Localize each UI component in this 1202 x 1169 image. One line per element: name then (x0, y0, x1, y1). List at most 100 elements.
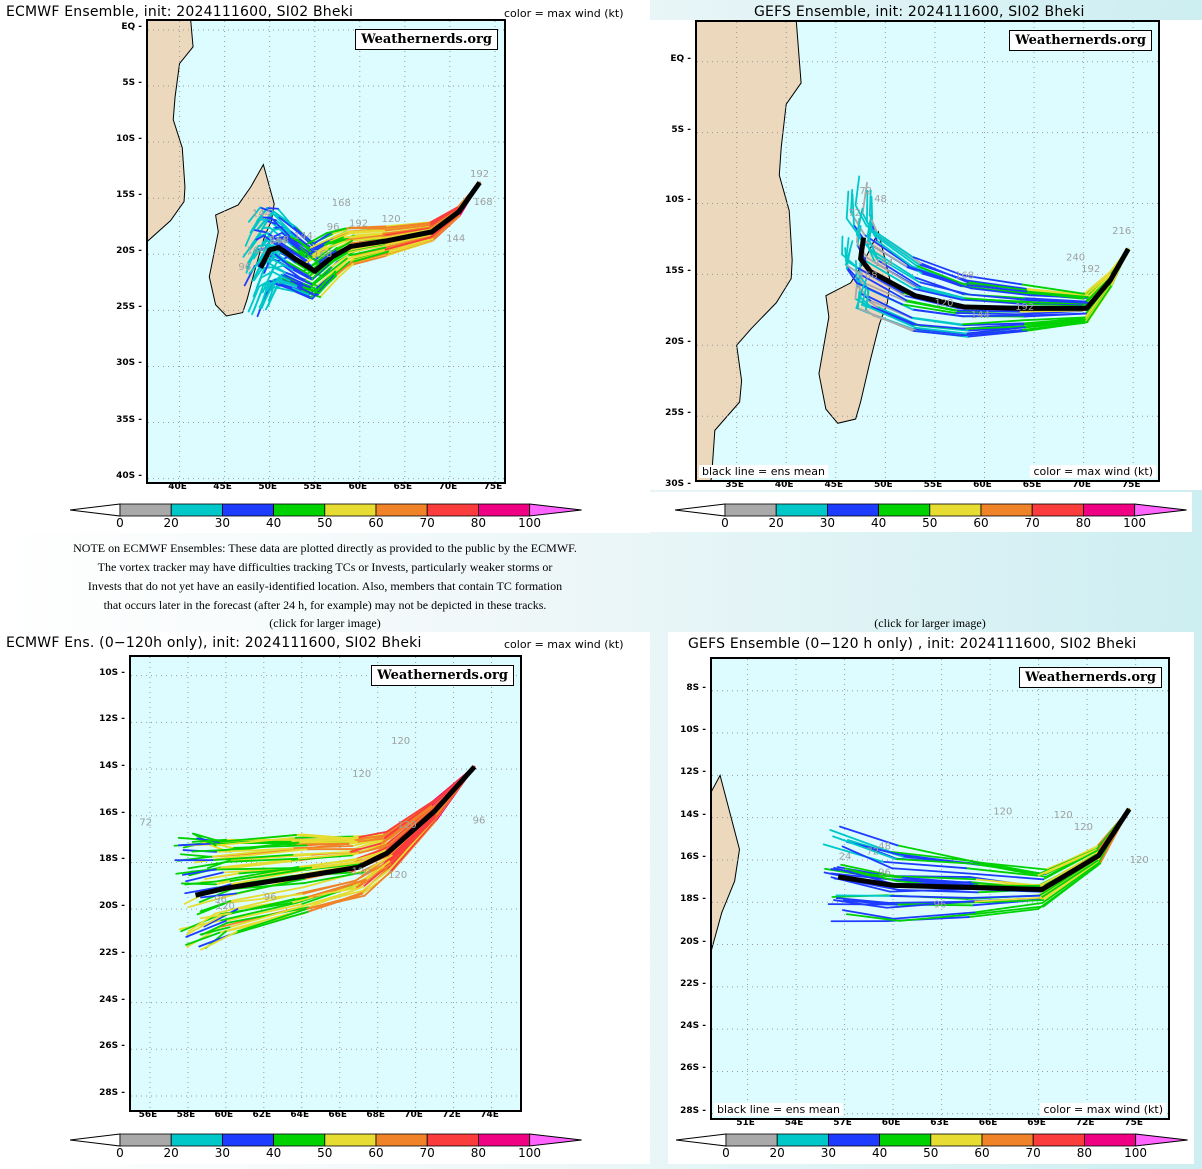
click-for-larger-link[interactable]: (click for larger image) (874, 616, 986, 630)
ensemble-member-track-segment (428, 207, 459, 226)
ensemble-member-track-segment (191, 838, 228, 843)
ecmwf-120h-panel[interactable]: ECMWF Ens. (0−120h only), init: 20241116… (0, 632, 650, 1164)
track-map[interactable]: 120 96 120 120 120 120 96 96 72 120 Weathernerds.o… (129, 655, 522, 1112)
ensemble-member-track-segment (291, 268, 313, 281)
ensemble-member-track-segment (259, 206, 272, 213)
ensemble-member-track-segment (308, 238, 329, 250)
track-map[interactable]: 168 192 144 120 168 96 192 168 168 144 144 144 168 96… (146, 19, 506, 484)
colorbar-tick-label: 0 (722, 1146, 730, 1160)
ensemble-member-track-segment (915, 326, 967, 335)
ens-mean-legend-note: black line = ens mean (714, 1103, 843, 1116)
ensemble-member-track-segment (309, 271, 330, 289)
ensemble-member-track-segment (362, 854, 393, 874)
ensemble-member-track-segment (260, 270, 274, 279)
ensemble-member-track-segment (327, 257, 348, 274)
ensemble-member-track-segment (428, 206, 459, 224)
colorbar-tick-label: 40 (265, 516, 282, 530)
colorbar-bin (119, 1133, 172, 1147)
ensemble-member-track-segment (970, 894, 1041, 899)
ensemble-member-track-segment (905, 265, 960, 284)
ensemble-member-track-segment (325, 227, 347, 235)
color-legend-note: color = max wind (kt) (1030, 465, 1156, 478)
colorbar-bin (1082, 503, 1135, 517)
ensemble-member-track-segment (305, 232, 328, 246)
colorbar-bin (375, 503, 428, 517)
ensemble-member-track-segment (302, 248, 325, 266)
weathernerds-watermark: Weathernerds.org (355, 29, 498, 50)
ensemble-member-track-segment (185, 871, 224, 883)
ensemble-member-track-segment (356, 837, 385, 843)
colorbar-tick-label: 0 (116, 1146, 124, 1160)
colorbar-bin (426, 1133, 479, 1147)
ensemble-member-track-segment (389, 814, 439, 866)
ensemble-member-track-segment (842, 899, 898, 906)
ensemble-mean-track[interactable] (258, 181, 482, 274)
colorbar-bin (170, 503, 223, 517)
lon-tick-label: 75E (1121, 480, 1141, 490)
color-legend-note: color = max wind (kt) (504, 7, 624, 20)
colorbar-under-arrow (675, 1133, 727, 1147)
ensemble-member-track-segment (177, 842, 215, 847)
ensemble-member-track-segment (298, 248, 320, 264)
click-for-larger-link[interactable]: (click for larger image) (269, 616, 381, 630)
ensemble-mean-track[interactable] (194, 765, 477, 898)
ensemble-member-track-segment (858, 278, 868, 298)
colorbar-bin (776, 1133, 829, 1147)
gefs-120h-panel[interactable]: GEFS Ensemble (0−120 h only) , init: 202… (668, 632, 1194, 1164)
forecast-hour-label: 168 (270, 235, 289, 246)
track-map[interactable]: 216 192 240 192 144 168 120 168 144 72 72 48 Weather… (695, 20, 1160, 482)
ensemble-member-track-segment (1084, 275, 1112, 303)
lon-tick-label: 70E (404, 1110, 423, 1120)
lat-tick-label: 28S - (680, 1105, 706, 1116)
ensemble-member-track-segment (282, 273, 304, 285)
ensemble-member-track-segment (972, 862, 1041, 875)
ensemble-member-track-segment (353, 834, 386, 842)
ensemble-member-track-segment (303, 871, 365, 884)
ensemble-member-track-segment (346, 244, 385, 254)
ensemble-member-track-segment (247, 245, 260, 264)
track-map[interactable]: 120 120 120 120 96 96 72 48 24 Weathernerds.org bl… (710, 657, 1170, 1120)
colorbar-tick-label: 30 (819, 516, 836, 530)
ensemble-member-track-segment (386, 228, 434, 239)
colorbar-bin (477, 503, 530, 517)
ensemble-member-track-segment (251, 228, 267, 234)
lat-tick-label: 18S - (99, 854, 125, 865)
ensemble-member-track-segment (1022, 301, 1088, 305)
forecast-hour-label: 96 (327, 222, 340, 233)
forecast-hour-label: 120 (352, 769, 371, 780)
ensemble-member-track-segment (251, 289, 263, 316)
ensemble-member-track-segment (326, 230, 348, 241)
ensemble-member-track-segment (1082, 273, 1110, 299)
ensemble-mean-track[interactable] (858, 237, 1131, 311)
ensemble-member-track-segment (214, 893, 297, 915)
forecast-hour-label: 144 (971, 310, 990, 321)
ensemble-member-track-segment (297, 859, 356, 868)
ensemble-member-track-segment (382, 801, 434, 840)
ensemble-member-track-segment (272, 282, 293, 291)
ensemble-member-track-segment (968, 293, 1028, 301)
ensemble-member-track-segment (335, 262, 355, 281)
lon-tick-label: 60E (973, 480, 992, 490)
ensemble-member-track-segment (832, 835, 897, 860)
ensemble-member-track-segment (185, 931, 221, 946)
ensemble-member-track-segment (313, 231, 333, 245)
lat-tick-label: 10S - (665, 195, 691, 206)
ensemble-member-track-segment (181, 868, 217, 876)
gefs-full-panel[interactable]: GEFS Ensemble, init: 2024111600, SI02 Bh… (650, 0, 1202, 533)
colorbar-tick-label: 80 (1076, 1146, 1093, 1160)
ensemble-member-track-segment (267, 284, 278, 307)
colorbar-tick-label: 20 (163, 516, 179, 530)
ecmwf-full-panel[interactable]: ECMWF Ensemble, init: 2024111600, SI02 B… (0, 0, 650, 533)
lon-tick-label: 45E (824, 480, 844, 490)
ensemble-member-track-segment (1020, 321, 1086, 331)
lon-tick-label: 60E (881, 1118, 901, 1128)
lat-tick-label: 28S - (99, 1087, 125, 1098)
ensemble-member-track-segment (260, 238, 273, 259)
ensemble-mean-track[interactable] (837, 807, 1132, 893)
colorbar-bin (1032, 1133, 1085, 1147)
ensemble-member-track-segment (364, 860, 391, 881)
wind-colorbar: 0 20 30 40 50 60 70 80 100 (674, 502, 1190, 532)
ensemble-member-track-segment (861, 286, 868, 306)
forecast-hour-label: 168 (247, 246, 266, 257)
